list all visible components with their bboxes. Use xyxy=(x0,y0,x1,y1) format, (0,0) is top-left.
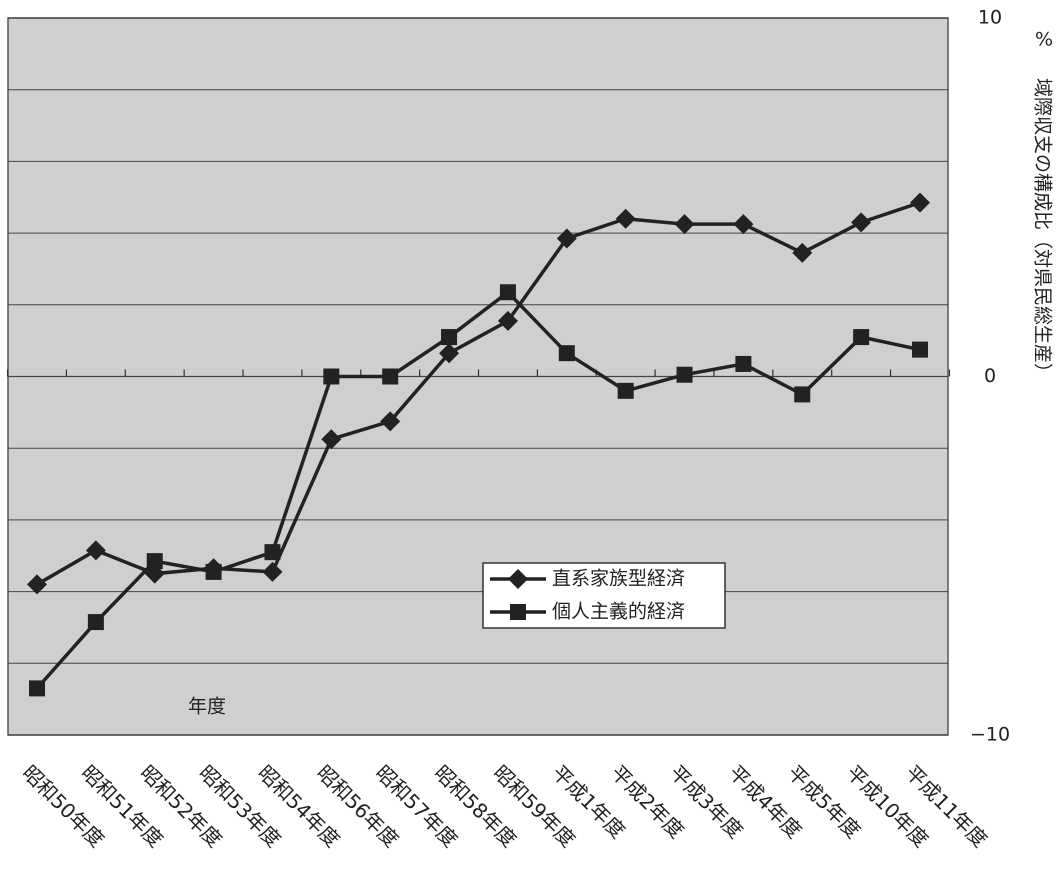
legend-marker xyxy=(510,604,526,620)
point-marker xyxy=(439,343,460,364)
legend-marker xyxy=(508,569,528,589)
point-marker xyxy=(558,345,575,362)
point-marker xyxy=(85,540,106,561)
point-marker xyxy=(676,366,693,383)
point-marker xyxy=(441,329,458,346)
point-marker xyxy=(205,563,222,580)
x-axis-label: 年度 xyxy=(188,696,226,718)
point-marker xyxy=(910,192,930,213)
point-marker xyxy=(735,355,752,372)
point-marker xyxy=(87,614,104,631)
point-marker xyxy=(556,228,577,249)
point-marker xyxy=(912,341,928,358)
y-axis-label: 域際収支の構成比（対県民総生産） xyxy=(1032,78,1054,382)
legend-label: 個人主義的経済 xyxy=(552,601,685,623)
y-unit: % xyxy=(1035,29,1053,51)
point-marker xyxy=(851,212,872,233)
point-marker xyxy=(853,329,870,346)
y-tick-label: −10 xyxy=(970,724,1010,746)
point-marker xyxy=(617,382,634,399)
point-marker xyxy=(382,368,399,385)
point-marker xyxy=(674,214,695,235)
point-marker xyxy=(264,544,281,561)
point-marker xyxy=(262,561,283,582)
series-line xyxy=(35,289,921,690)
point-marker xyxy=(323,368,340,385)
point-marker xyxy=(499,284,516,301)
point-marker xyxy=(29,680,45,697)
series-line xyxy=(36,200,921,586)
y-tick-label: 0 xyxy=(984,365,996,387)
legend-label: 直系家族型経済 xyxy=(552,568,685,590)
point-marker xyxy=(380,411,401,432)
point-marker xyxy=(497,310,518,331)
point-marker xyxy=(321,429,342,450)
point-marker xyxy=(792,242,813,263)
y-tick-label: 10 xyxy=(978,7,1002,29)
point-marker xyxy=(615,208,636,229)
point-marker xyxy=(27,574,47,595)
point-marker xyxy=(733,214,754,235)
point-marker xyxy=(146,553,163,570)
point-marker xyxy=(794,386,811,403)
